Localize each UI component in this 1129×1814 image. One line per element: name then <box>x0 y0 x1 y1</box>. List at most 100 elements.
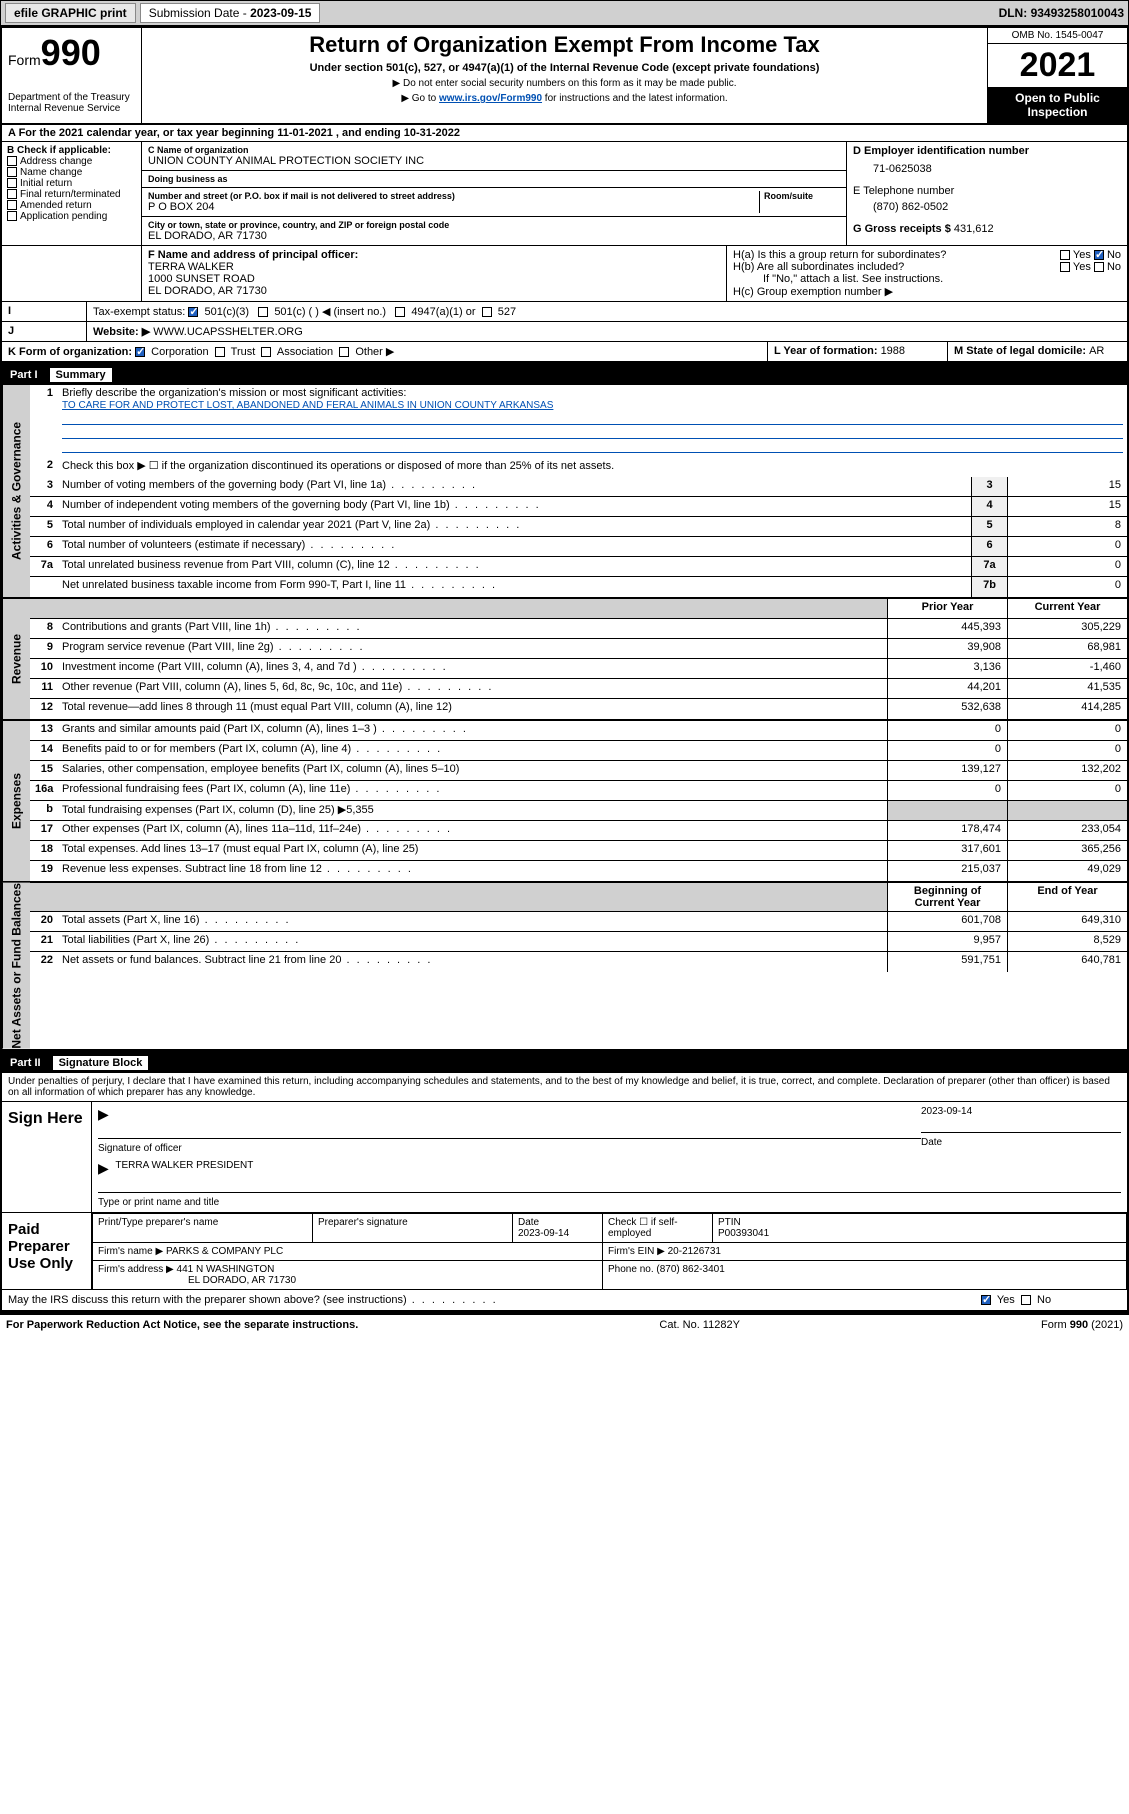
name-line <box>98 1179 1121 1193</box>
chk-501c3[interactable] <box>188 307 198 317</box>
r15: Salaries, other compensation, employee b… <box>58 761 887 780</box>
org-name: UNION COUNTY ANIMAL PROTECTION SOCIETY I… <box>148 155 840 167</box>
ha-no-chk[interactable] <box>1094 250 1104 260</box>
chk-4947[interactable] <box>395 307 405 317</box>
org-name-label: C Name of organization <box>148 145 840 155</box>
irs-link[interactable]: www.irs.gov/Form990 <box>439 93 542 104</box>
arrow-icon: ▶ <box>98 1106 109 1123</box>
chk-address-change[interactable]: Address change <box>7 156 136 167</box>
hb-note: If "No," attach a list. See instructions… <box>733 273 1121 285</box>
chk-527[interactable] <box>482 307 492 317</box>
sig-officer-label: Signature of officer <box>98 1143 182 1154</box>
date-label: Date <box>921 1137 942 1148</box>
firm-name-label: Firm's name ▶ <box>98 1246 163 1257</box>
open-public-badge: Open to Public Inspection <box>988 87 1127 123</box>
chk-app-pending[interactable]: Application pending <box>7 211 136 222</box>
form-frame: Form990 Department of the Treasury Inter… <box>0 26 1129 1314</box>
type-name-label: Type or print name and title <box>98 1197 219 1208</box>
period-row: A For the 2021 calendar year, or tax yea… <box>2 125 1127 142</box>
firm-ein-label: Firm's EIN ▶ <box>608 1246 665 1257</box>
form-header: Form990 Department of the Treasury Inter… <box>2 28 1127 125</box>
paid-preparer-label: Paid Preparer Use Only <box>2 1213 92 1289</box>
opt-4947: 4947(a)(1) or <box>411 306 475 318</box>
date-line <box>921 1119 1121 1133</box>
row-j: J Website: ▶ WWW.UCAPSSHELTER.ORG <box>2 322 1127 342</box>
chk-corp[interactable] <box>135 347 145 357</box>
ha-yes-chk[interactable] <box>1060 250 1070 260</box>
street-value: P O BOX 204 <box>148 201 755 213</box>
pra-notice: For Paperwork Reduction Act Notice, see … <box>6 1319 358 1331</box>
col-c-name-addr: C Name of organization UNION COUNTY ANIM… <box>142 142 847 245</box>
page-footer: For Paperwork Reduction Act Notice, see … <box>0 1314 1129 1335</box>
ptin-label: PTIN <box>718 1217 741 1228</box>
r20: Total assets (Part X, line 16) <box>58 912 887 931</box>
year-form-val: 1988 <box>881 345 905 357</box>
chk-final-return[interactable]: Final return/terminated <box>7 189 136 200</box>
part2-title: Signature Block <box>53 1056 149 1070</box>
firm-ein: 20-2126731 <box>668 1246 721 1257</box>
discuss-yes-chk[interactable] <box>981 1295 991 1305</box>
goto-note: ▶ Go to www.irs.gov/Form990 for instruct… <box>150 93 979 104</box>
hb-yes-chk[interactable] <box>1060 262 1070 272</box>
website-value: WWW.UCAPSSHELTER.ORG <box>153 326 303 338</box>
chk-501c[interactable] <box>258 307 268 317</box>
part1-num: Part I <box>10 369 38 381</box>
city-cell: City or town, state or province, country… <box>142 217 846 245</box>
hb-label: H(b) Are all subordinates included? <box>733 261 904 273</box>
discuss-text: May the IRS discuss this return with the… <box>8 1294 981 1306</box>
officer-printed-name: TERRA WALKER PRESIDENT <box>115 1160 253 1171</box>
room-label: Room/suite <box>764 191 840 201</box>
header-title: Return of Organization Exempt From Incom… <box>142 28 987 123</box>
row-k-l-m: K Form of organization: Corporation Trus… <box>2 342 1127 363</box>
opt-trust: Trust <box>231 346 256 358</box>
p11: 44,201 <box>887 679 1007 698</box>
pt-name-label: Print/Type preparer's name <box>93 1213 313 1242</box>
q7a-text: Total unrelated business revenue from Pa… <box>58 557 971 576</box>
hdr-curr: Current Year <box>1007 599 1127 618</box>
hb-row: H(b) Are all subordinates included? Yes … <box>733 261 1121 273</box>
c11: 41,535 <box>1007 679 1127 698</box>
ssn-note: ▶ Do not enter social security numbers o… <box>150 78 979 89</box>
summary-revenue: Revenue Prior YearCurrent Year 8Contribu… <box>2 599 1127 721</box>
officer-name: TERRA WALKER <box>148 261 720 273</box>
chk-initial-return[interactable]: Initial return <box>7 178 136 189</box>
v7a: 0 <box>1007 557 1127 576</box>
form-subtitle: Under section 501(c), 527, or 4947(a)(1)… <box>150 62 979 74</box>
chk-assoc[interactable] <box>261 347 271 357</box>
hb-no-chk[interactable] <box>1094 262 1104 272</box>
q6-text: Total number of volunteers (estimate if … <box>58 537 971 556</box>
p15: 139,127 <box>887 761 1007 780</box>
part1-title: Summary <box>50 368 112 382</box>
firm-addr2: EL DORADO, AR 71730 <box>188 1275 296 1286</box>
r16b: Total fundraising expenses (Part IX, col… <box>58 801 887 820</box>
pt-date: 2023-09-14 <box>518 1228 569 1239</box>
hdr-prior: Prior Year <box>887 599 1007 618</box>
efile-print-button[interactable]: efile GRAPHIC print <box>5 3 136 23</box>
ha-no: No <box>1107 249 1121 261</box>
q7b-text: Net unrelated business taxable income fr… <box>58 577 971 597</box>
tab-governance: Activities & Governance <box>2 385 30 597</box>
subdate-value: 2023-09-15 <box>250 6 311 20</box>
chk-trust[interactable] <box>215 347 225 357</box>
ptin-value: P00393041 <box>718 1228 769 1239</box>
discuss-no-chk[interactable] <box>1021 1295 1031 1305</box>
v3: 15 <box>1007 477 1127 496</box>
chk-other[interactable] <box>339 347 349 357</box>
hc-label: H(c) Group exemption number ▶ <box>733 285 1121 298</box>
discuss-yes: Yes <box>997 1294 1015 1306</box>
opt-initial: Initial return <box>20 178 72 189</box>
col-b-checkboxes: B Check if applicable: Address change Na… <box>2 142 142 245</box>
opt-name: Name change <box>20 167 82 178</box>
subdate-label: Submission Date - <box>149 6 250 20</box>
gross-value: 431,612 <box>954 223 994 235</box>
row-f-h: F Name and address of principal officer:… <box>2 246 1127 302</box>
phone-value: (870) 862-3401 <box>656 1264 724 1275</box>
city-label: City or town, state or province, country… <box>148 220 840 230</box>
form-ref: Form 990 (2021) <box>1041 1319 1123 1331</box>
omb-number: OMB No. 1545-0047 <box>988 28 1127 44</box>
chk-name-change[interactable]: Name change <box>7 167 136 178</box>
chk-amended-return[interactable]: Amended return <box>7 200 136 211</box>
summary-netassets: Net Assets or Fund Balances Beginning of… <box>2 883 1127 1051</box>
q2-text: Check this box ▶ ☐ if the organization d… <box>58 457 1127 477</box>
dba-cell: Doing business as <box>142 171 846 188</box>
